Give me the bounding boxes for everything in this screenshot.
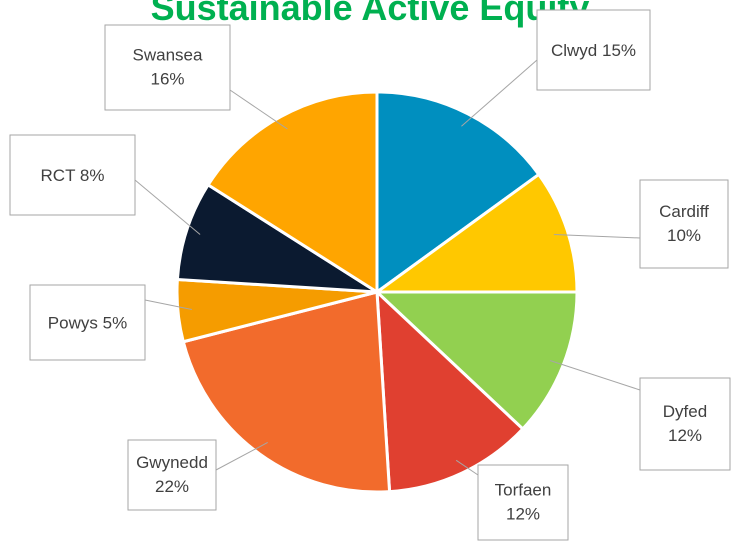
- category-label: Dyfed: [663, 402, 707, 421]
- leader-line: [144, 299, 192, 310]
- data-label: Torfaen 12%: [495, 481, 552, 524]
- pie-slice: [206, 90, 379, 295]
- value-label: 15%: [602, 41, 636, 60]
- value-label: 5%: [103, 314, 128, 333]
- value-label: 8%: [80, 166, 105, 185]
- value-label: 12%: [668, 426, 702, 445]
- leader-line: [549, 359, 641, 391]
- value-label: 12%: [506, 505, 540, 524]
- value-label: 10%: [667, 226, 701, 245]
- data-label: Cardiff 10%: [659, 202, 709, 245]
- label-box: [639, 179, 729, 269]
- label-box: [127, 439, 217, 511]
- data-label: Gwynedd 22%: [136, 453, 208, 496]
- leader-line: [455, 459, 479, 476]
- category-label: Cardiff: [659, 202, 709, 221]
- pie-slice: [375, 90, 541, 295]
- category-label: Swansea: [133, 46, 203, 65]
- pie-slice: [372, 172, 579, 294]
- label-box: [536, 9, 651, 91]
- value-label: 22%: [155, 477, 189, 496]
- label-box: [639, 377, 731, 471]
- label-box: [104, 24, 231, 111]
- leader-line: [553, 234, 641, 239]
- leader-line: [461, 59, 538, 127]
- leader-line: [215, 442, 268, 471]
- pie-slice: [175, 182, 378, 294]
- chart-title: Sustainable Active Equity: [151, 0, 590, 28]
- data-label: Swansea 16%: [133, 46, 203, 89]
- leader-line: [134, 179, 201, 235]
- category-label: Clwyd: [551, 41, 597, 60]
- pie-slice: [375, 288, 525, 494]
- data-label: Dyfed 12%: [663, 402, 707, 445]
- category-label: Gwynedd: [136, 453, 208, 472]
- category-label: Torfaen: [495, 481, 552, 500]
- label-box: [29, 284, 146, 361]
- value-label: 16%: [150, 70, 184, 89]
- data-label: Clwyd 15%: [551, 41, 636, 60]
- label-box: [9, 134, 136, 216]
- data-label: RCT 8%: [41, 166, 105, 185]
- pie-slice: [373, 290, 579, 432]
- pie-slice: [181, 290, 392, 494]
- category-label: Powys: [48, 314, 98, 333]
- label-box: [477, 464, 569, 541]
- leader-line: [229, 89, 288, 130]
- data-label: Powys 5%: [48, 314, 127, 333]
- category-label: RCT: [41, 166, 76, 185]
